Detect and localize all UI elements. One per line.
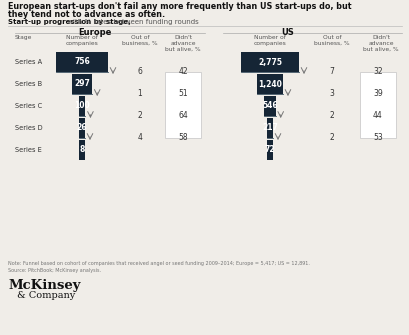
Text: 3: 3 bbox=[329, 89, 334, 98]
Text: Number of
companies: Number of companies bbox=[253, 35, 285, 46]
Text: Europe: Europe bbox=[78, 28, 111, 37]
Bar bbox=[164, 72, 200, 138]
Text: 1,240: 1,240 bbox=[257, 79, 281, 88]
Text: 32: 32 bbox=[372, 67, 382, 76]
Text: 26: 26 bbox=[76, 124, 87, 133]
Text: 2: 2 bbox=[329, 134, 334, 142]
Text: Didn't
advance
but alive, %: Didn't advance but alive, % bbox=[165, 35, 200, 52]
Bar bbox=[266, 118, 272, 138]
Bar bbox=[79, 118, 85, 138]
Bar bbox=[79, 96, 85, 116]
Text: Series D: Series D bbox=[15, 125, 43, 131]
Text: 4: 4 bbox=[137, 134, 142, 142]
Text: Series E: Series E bbox=[15, 147, 42, 153]
Text: Note: Funnel based on cohort of companies that received angel or seed funding 20: Note: Funnel based on cohort of companie… bbox=[8, 261, 309, 266]
Text: European start-ups don't fail any more frequently than US start-ups do, but: European start-ups don't fail any more f… bbox=[8, 2, 351, 11]
Text: 44: 44 bbox=[372, 112, 382, 121]
Text: 72: 72 bbox=[264, 145, 274, 154]
Text: 58: 58 bbox=[178, 134, 187, 142]
Text: 39: 39 bbox=[372, 89, 382, 98]
Bar bbox=[266, 140, 272, 160]
Text: 6: 6 bbox=[137, 67, 142, 76]
Text: Out of
business, %: Out of business, % bbox=[122, 35, 157, 46]
Text: 756: 756 bbox=[74, 58, 90, 67]
Text: 1: 1 bbox=[137, 89, 142, 98]
Text: with % rates between funding rounds: with % rates between funding rounds bbox=[65, 19, 198, 25]
Bar bbox=[264, 96, 275, 116]
Text: Start-up progression by stage,: Start-up progression by stage, bbox=[8, 19, 130, 25]
Text: Number of
companies: Number of companies bbox=[65, 35, 98, 46]
Text: 53: 53 bbox=[372, 134, 382, 142]
Text: 217: 217 bbox=[261, 124, 277, 133]
Text: Series A: Series A bbox=[15, 59, 42, 65]
Bar bbox=[56, 52, 108, 72]
Bar bbox=[240, 52, 298, 72]
Text: 297: 297 bbox=[74, 79, 90, 88]
Text: Didn't
advance
but alive, %: Didn't advance but alive, % bbox=[362, 35, 398, 52]
Text: 546: 546 bbox=[261, 102, 277, 111]
Text: 51: 51 bbox=[178, 89, 187, 98]
Text: Stage: Stage bbox=[15, 35, 32, 40]
Text: 100: 100 bbox=[74, 102, 90, 111]
Text: they tend not to advance as often.: they tend not to advance as often. bbox=[8, 10, 165, 19]
Text: 8: 8 bbox=[79, 145, 85, 154]
Text: Out of
business, %: Out of business, % bbox=[313, 35, 349, 46]
Text: & Company: & Company bbox=[17, 291, 75, 300]
Text: Series B: Series B bbox=[15, 81, 42, 87]
Bar bbox=[359, 72, 395, 138]
Bar bbox=[79, 140, 85, 160]
Text: US: US bbox=[281, 28, 294, 37]
Text: 7: 7 bbox=[329, 67, 334, 76]
Text: 2,775: 2,775 bbox=[257, 58, 281, 67]
Text: Series C: Series C bbox=[15, 103, 42, 109]
Bar bbox=[256, 74, 282, 94]
Text: 2: 2 bbox=[137, 112, 142, 121]
Text: 42: 42 bbox=[178, 67, 187, 76]
Text: Source: PitchBook; McKinsey analysis.: Source: PitchBook; McKinsey analysis. bbox=[8, 268, 101, 273]
Bar bbox=[72, 74, 92, 94]
Text: 64: 64 bbox=[178, 112, 187, 121]
Text: McKinsey: McKinsey bbox=[8, 279, 80, 292]
Text: 2: 2 bbox=[329, 112, 334, 121]
